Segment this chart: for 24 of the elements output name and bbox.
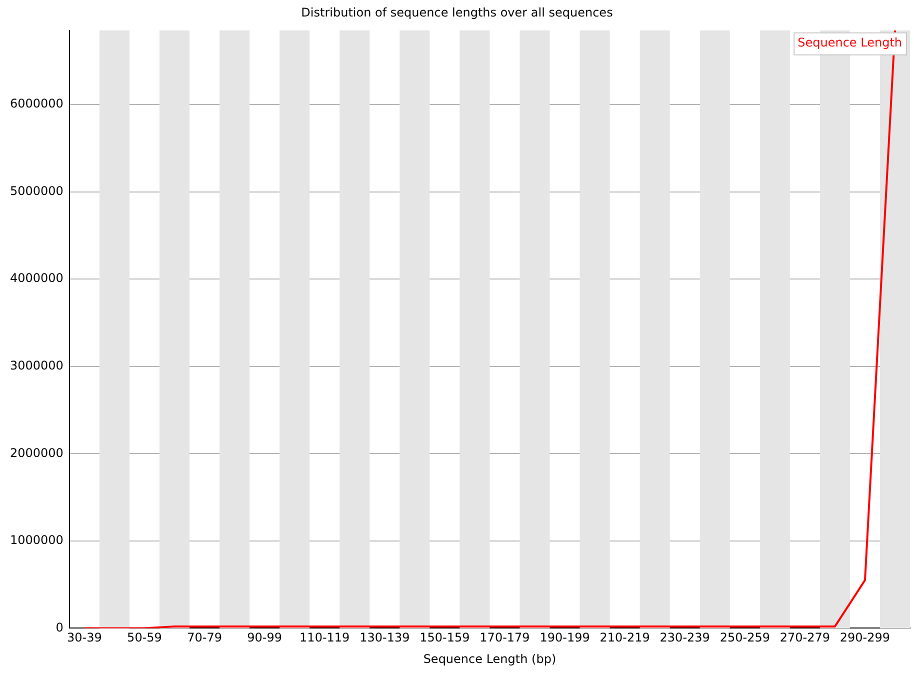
y-tick-label: 2000000 bbox=[10, 446, 64, 460]
x-tick-label: 210-219 bbox=[600, 630, 650, 645]
x-tick-label: 170-179 bbox=[480, 630, 530, 645]
x-tick-label: 190-199 bbox=[540, 630, 590, 645]
x-tick-label: 230-239 bbox=[660, 630, 710, 645]
x-tick-label: 50-59 bbox=[127, 630, 162, 645]
x-tick-label: 130-139 bbox=[360, 630, 410, 645]
x-tick-label: 270-279 bbox=[780, 630, 830, 645]
x-tick-label: 90-99 bbox=[247, 630, 282, 645]
x-tick-label: 30-39 bbox=[67, 630, 102, 645]
y-tick-label: 4000000 bbox=[10, 271, 64, 286]
x-tick-label: 110-119 bbox=[300, 630, 350, 645]
y-tick-label: 0 bbox=[56, 620, 64, 634]
y-tick-label: 1000000 bbox=[10, 533, 64, 548]
x-tick-label: 70-79 bbox=[187, 630, 222, 645]
y-tick-label: 3000000 bbox=[10, 358, 64, 373]
chart-title: Distribution of sequence lengths over all sequences bbox=[301, 5, 613, 20]
x-axis-title: Sequence Length (bp) bbox=[423, 652, 556, 666]
x-tick-label: 290-299 bbox=[840, 630, 890, 645]
series-label: Sequence Length bbox=[798, 36, 902, 50]
y-tick-label: 6000000 bbox=[10, 96, 64, 111]
x-tick-label: 150-159 bbox=[420, 630, 470, 645]
y-tick-label: 5000000 bbox=[10, 184, 64, 198]
x-tick-label: 250-259 bbox=[720, 630, 770, 645]
